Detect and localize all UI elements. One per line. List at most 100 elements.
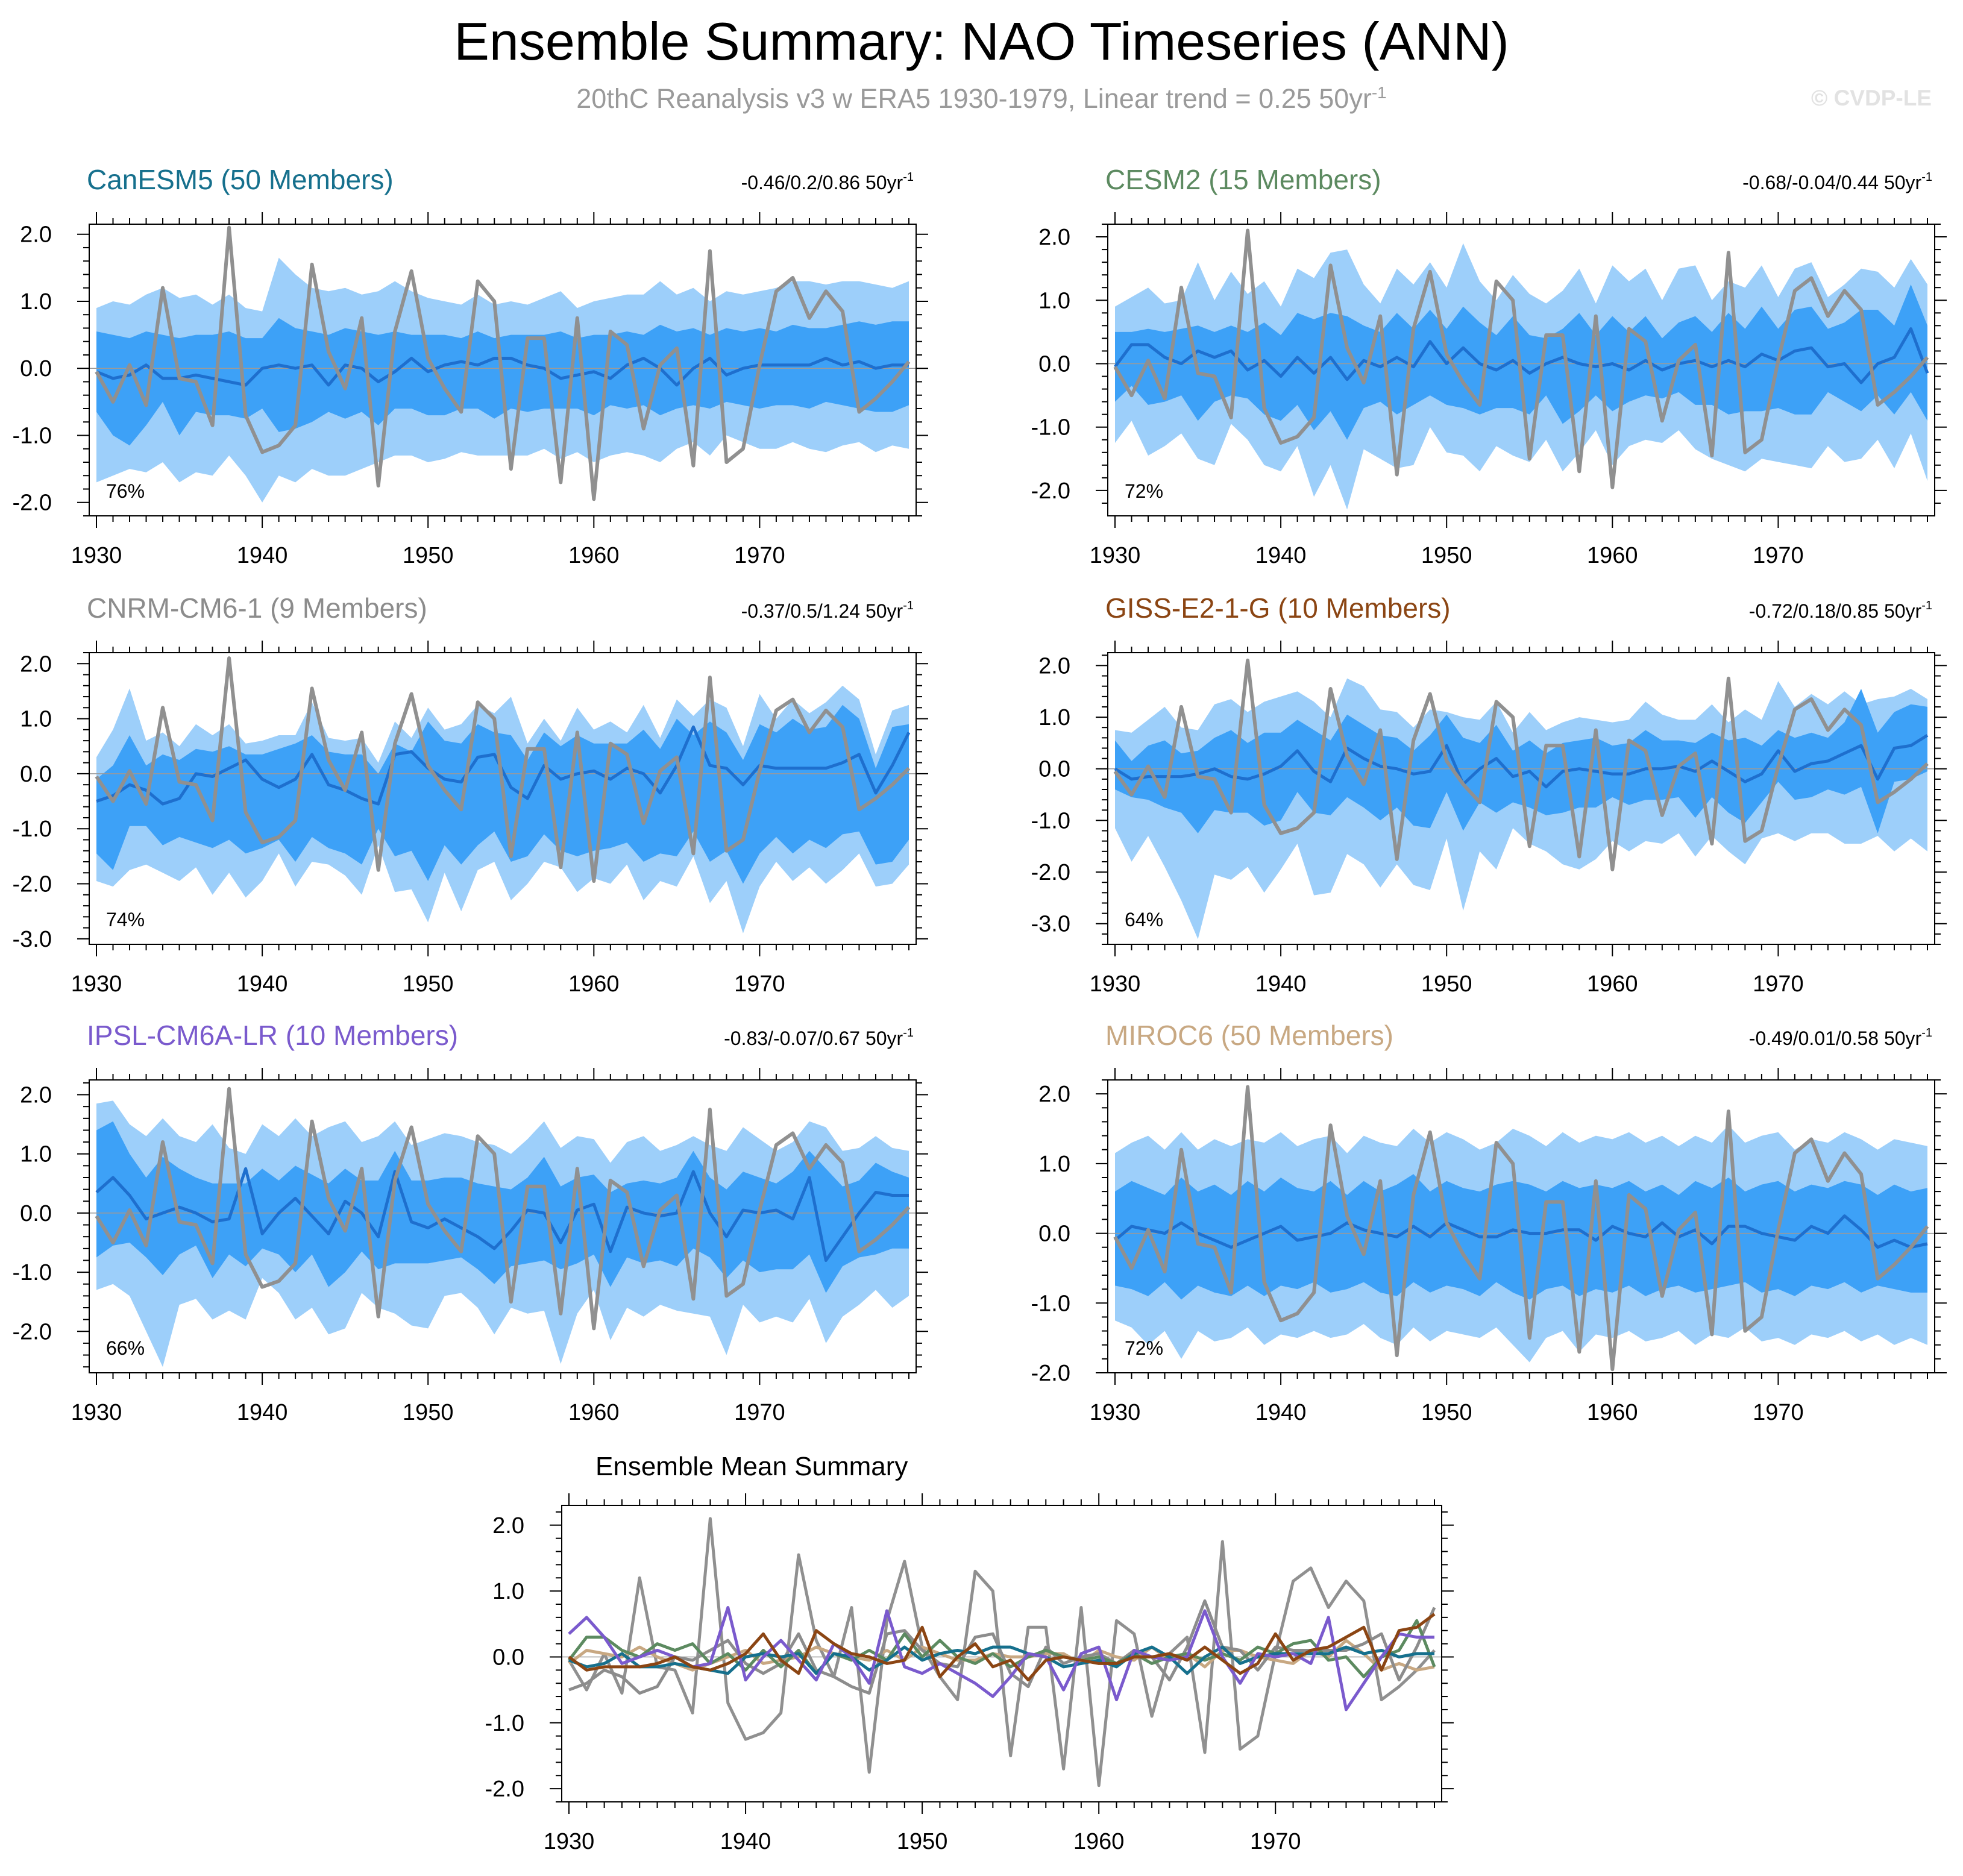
trend-range-sup: -1 [903,171,914,184]
panel-title: MIROC6 (50 Members) [1105,1020,1393,1051]
observed-nao-line [1113,228,1929,489]
y-tick-label: -2.0 [485,1777,524,1802]
trend-range-label: -0.72/0.18/0.85 50yr-1 [1749,599,1932,622]
x-tick-label: 1970 [734,971,785,997]
y-tick-label: -1.0 [1031,1291,1070,1316]
y-tick-label: 1.0 [20,707,52,732]
y-tick-label: -3.0 [1031,912,1070,937]
percent-label: 72% [1125,480,1163,502]
inner-spread-band [96,1121,909,1293]
x-tick-label: 1960 [1587,543,1638,568]
y-tick-label: 1.0 [492,1579,524,1604]
chart-panel-2: 1930 1940 1950 1960 1970 2.0 1.0 0.0 -1.0 -2.0 CES… [1031,164,1947,568]
x-tick-label: 1960 [1073,1829,1125,1854]
y-tick-label: 1.0 [20,289,52,315]
trend-range-text: -0.46/0.2/0.86 50yr [741,172,903,193]
trend-range-label: -0.46/0.2/0.86 50yr-1 [741,171,914,193]
x-tick-label: 1940 [1255,1400,1307,1425]
y-tick-label: -1.0 [13,817,52,842]
x-tick-label: 1930 [71,543,122,568]
y-tick-label: -1.0 [13,1260,52,1285]
x-tick-label: 1930 [71,1400,122,1425]
trend-range-text: -0.37/0.5/1.24 50yr [741,600,903,622]
x-tick-label: 1970 [734,1400,785,1425]
y-tick-label: 1.0 [1038,705,1070,730]
y-tick-label: 1.0 [1038,1152,1070,1177]
y-tick-label: 0.0 [20,356,52,381]
plot-frame [1107,224,1935,516]
chart-panel-5: 1930 1940 1950 1960 1970 2.0 1.0 0.0 -1.0 -2.0 IPS… [13,1020,928,1425]
trend-range-sup: -1 [903,599,914,612]
plot-frame [89,224,917,516]
y-tick-label: 1.0 [1038,288,1070,313]
trend-range-text: -0.49/0.01/0.58 50yr [1749,1027,1922,1049]
x-tick-label: 1970 [734,543,785,568]
y-tick-label: 1.0 [20,1142,52,1167]
panel-title: IPSL-CM6A-LR (10 Members) [87,1020,458,1051]
y-tick-label: -1.0 [485,1711,524,1736]
percent-label: 76% [106,480,145,502]
y-tick-label: -1.0 [13,423,52,448]
y-tick-label: -2.0 [13,872,52,897]
plot-frame [561,1505,1442,1802]
y-tick-label: -1.0 [1031,808,1070,833]
x-tick-label: 1950 [403,971,454,997]
chart-panel-7: 1930 1940 1950 1960 1970 2.0 1.0 0.0 -1.0 -2.0 Ens… [485,1452,1454,1854]
y-tick-label: 0.0 [1038,1222,1070,1247]
trend-range-sup: -1 [903,1026,914,1040]
series-line-cnrm-cm6-1 [568,1599,1436,1695]
trend-range-text: -0.72/0.18/0.85 50yr [1749,600,1922,622]
chart-panel-1: 1930 1940 1950 1960 1970 2.0 1.0 0.0 -1.0 -2.0 Can… [13,164,928,568]
trend-range-sup: -1 [1921,599,1932,612]
series-line-giss-e2-1-g [568,1613,1436,1682]
y-tick-label: 2.0 [1038,225,1070,250]
y-tick-label: -2.0 [13,491,52,516]
y-tick-label: 2.0 [20,651,52,677]
x-tick-label: 1960 [568,543,620,568]
chart-panel-4: 1930 1940 1950 1960 1970 2.0 1.0 0.0 -1.0 -2.0 -3.… [1031,592,1947,997]
x-tick-label: 1960 [1587,1400,1638,1425]
x-tick-label: 1930 [544,1829,595,1854]
y-tick-label: 0.0 [1038,351,1070,377]
observed-nao-line [95,656,911,883]
y-tick-label: 0.0 [492,1645,524,1670]
x-tick-label: 1970 [1250,1829,1301,1854]
trend-range-label: -0.49/0.01/0.58 50yr-1 [1749,1026,1932,1049]
y-tick-label: -2.0 [13,1319,52,1344]
observed-nao-line [1113,1085,1929,1372]
plot-frame [89,652,917,945]
y-tick-label: -2.0 [1031,1361,1070,1386]
percent-label: 74% [106,909,145,930]
percent-label: 64% [1125,909,1163,930]
trend-range-sup: -1 [1921,171,1932,184]
x-tick-label: 1970 [1753,1400,1804,1425]
y-tick-label: 2.0 [1038,1082,1070,1107]
y-tick-label: 2.0 [20,1083,52,1108]
panel-title: GISS-E2-1-G (10 Members) [1105,592,1451,624]
ensemble-mean-line [96,357,909,387]
credit-watermark: © CVDP-LE [1811,86,1932,110]
subtitle-text: 20thC Reanalysis v3 w ERA5 1930-1979, Li… [576,83,1372,114]
x-tick-label: 1960 [568,971,620,997]
x-tick-label: 1930 [1090,1400,1141,1425]
panel-title: CNRM-CM6-1 (9 Members) [87,592,427,624]
y-tick-label: -2.0 [1031,860,1070,885]
series-line-observations [567,1517,1436,1787]
plot-frame [1107,652,1935,945]
x-tick-label: 1940 [1255,971,1307,997]
y-tick-label: 0.0 [20,1201,52,1226]
x-tick-label: 1960 [568,1400,620,1425]
x-tick-label: 1950 [403,543,454,568]
y-tick-label: 0.0 [1038,757,1070,782]
page-title: Ensemble Summary: NAO Timeseries (ANN) [454,11,1509,71]
subtitle-sup: -1 [1371,83,1387,102]
y-tick-label: 2.0 [20,222,52,248]
trend-range-label: -0.37/0.5/1.24 50yr-1 [741,599,914,622]
trend-range-label: -0.68/-0.04/0.44 50yr-1 [1742,171,1932,193]
panel-title: Ensemble Mean Summary [595,1452,908,1481]
page-subtitle: 20thC Reanalysis v3 w ERA5 1930-1979, Li… [0,83,1963,115]
x-tick-label: 1940 [237,543,288,568]
x-tick-label: 1930 [1090,971,1141,997]
inner-spread-band [1115,689,1927,833]
